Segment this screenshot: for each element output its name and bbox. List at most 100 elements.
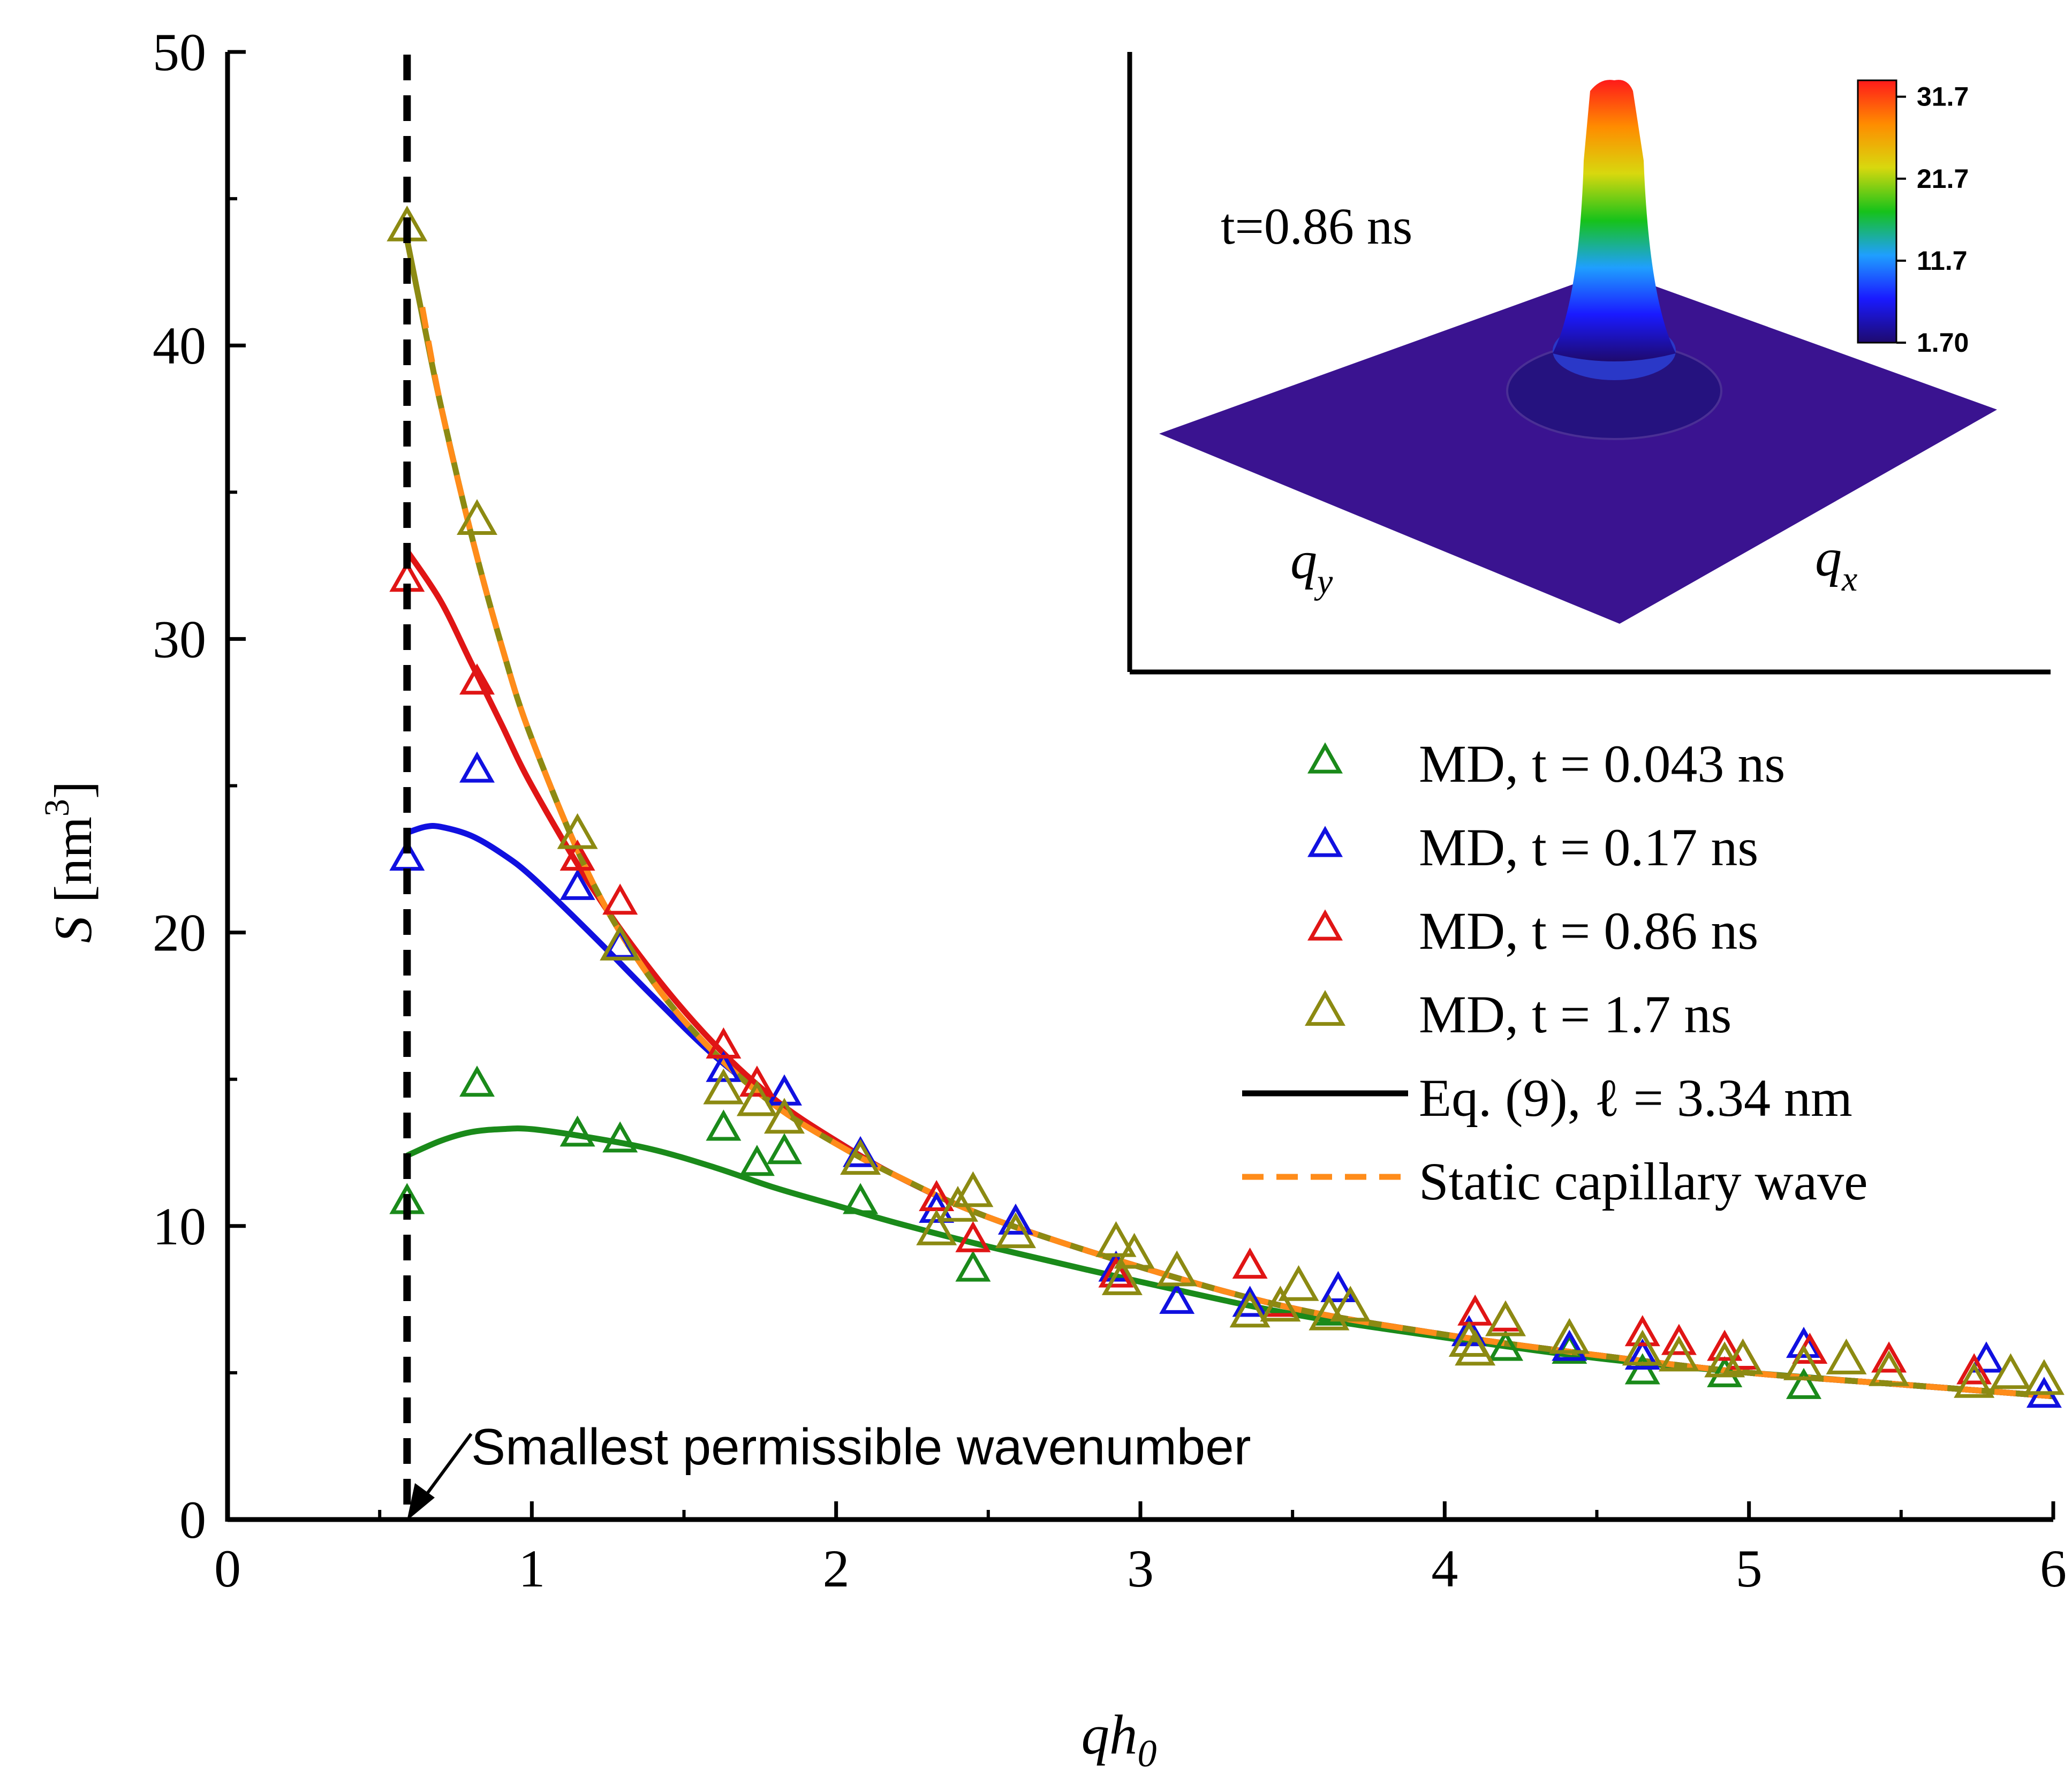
legend-marker: [1304, 990, 1346, 1026]
data-point-md-t-0-86-ns: [919, 1180, 955, 1211]
data-point-md-t-0-043-ns: [1487, 1329, 1524, 1361]
data-point-md-t-1-7-ns: [1549, 1318, 1590, 1354]
data-point-md-t-0-043-ns: [602, 1121, 638, 1153]
colorbar-ticks: 31.7 21.7 11.7 1.70: [1896, 82, 1969, 358]
y-tick-label: 0: [179, 1490, 206, 1550]
y-ticks: 0 10 20 30 40 50: [153, 22, 246, 1550]
data-point-md-t-1-7-ns: [1095, 1221, 1137, 1257]
inset-surface: [1159, 270, 1997, 624]
axes: 0 1 2 3 4 5 6 0 10 20 30 40 50: [153, 22, 2067, 1598]
data-point-md-t-1-7-ns: [995, 1212, 1037, 1249]
data-point-md-t-1-7-ns: [1260, 1286, 1301, 1322]
data-point-md-t-1-7-ns: [703, 1068, 744, 1105]
inset-time-label: t=0.86 ns: [1221, 198, 1412, 255]
legend-label: MD, t = 0.86 ns: [1419, 901, 1758, 961]
data-point-md-t-0-043-ns: [1786, 1367, 1822, 1399]
data-point-md-t-1-7-ns: [1278, 1265, 1319, 1301]
colorbar-gradient: [1857, 79, 1897, 344]
colorbar-tick-label: 1.70: [1917, 328, 1969, 358]
annotation-arrowhead: [407, 1483, 435, 1521]
colorbar: 31.7 21.7 11.7 1.70: [1857, 79, 1969, 358]
legend-item-md-t-0-17-ns: MD, t = 0.17 ns: [1307, 818, 1758, 877]
legend-marker: [1307, 909, 1343, 941]
data-point-md-t-1-7-ns: [2023, 1359, 2065, 1395]
legend-marker: [1307, 826, 1343, 857]
data-point-md-t-0-86-ns: [706, 1027, 742, 1059]
legend-label: MD, t = 0.17 ns: [1419, 818, 1758, 877]
data-point-md-t-0-043-ns: [706, 1109, 742, 1141]
y-tick-label: 50: [153, 22, 206, 82]
data-point-md-t-1-7-ns: [1330, 1286, 1371, 1322]
data-point-md-t-0-17-ns: [1320, 1271, 1356, 1302]
data-point-md-t-0-86-ns: [739, 1065, 775, 1097]
legend-label: MD, t = 0.043 ns: [1419, 734, 1785, 793]
annotation-text: Smallest permissible wavenumber: [471, 1418, 1251, 1476]
data-point-md-t-0-043-ns: [739, 1145, 775, 1176]
data-point-md-t-1-7-ns: [1826, 1339, 1867, 1374]
annotation-smallest-wavenumber: Smallest permissible wavenumber: [407, 1418, 1251, 1521]
data-point-md-t-1-7-ns: [557, 813, 598, 849]
data-point-md-t-1-7-ns: [456, 499, 498, 535]
x-tick-label: 1: [518, 1539, 545, 1598]
data-point-md-t-1-7-ns: [1722, 1339, 1764, 1374]
data-point-md-t-0-043-ns: [843, 1183, 879, 1214]
x-tick-label: 5: [1736, 1539, 1763, 1598]
x-tick-label: 2: [823, 1539, 850, 1598]
inset: t=0.86 ns qy qx 31.7 21.7 11.7 1.70: [1127, 52, 2051, 675]
data-point-md-t-0-043-ns: [559, 1115, 595, 1147]
data-point-md-t-0-86-ns: [1098, 1256, 1134, 1288]
data-point-md-t-0-17-ns: [997, 1203, 1034, 1235]
y-tick-label: 10: [153, 1197, 206, 1256]
data-point-md-t-1-7-ns: [916, 1209, 957, 1245]
data-point-md-t-0-17-ns: [1552, 1329, 1587, 1361]
data-point-md-t-0-86-ns: [1661, 1324, 1697, 1355]
data-point-md-t-1-7-ns: [1101, 1259, 1143, 1295]
data-point-md-t-1-7-ns: [1229, 1291, 1271, 1328]
legend-label: Static capillary wave: [1419, 1152, 1868, 1211]
x-ticks: 0 1 2 3 4 5 6: [214, 1501, 2067, 1598]
annotation-arrow-line: [421, 1433, 473, 1500]
x-axis-title: qh0: [1082, 1703, 1157, 1775]
legend: MD, t = 0.043 ns MD, t = 0.17 ns MD, t = 0…: [1242, 734, 1868, 1211]
data-point-md-t-1-7-ns: [1990, 1353, 2031, 1389]
x-tick-label: 6: [2040, 1539, 2067, 1598]
data-point-md-t-0-86-ns: [1624, 1315, 1660, 1347]
data-point-md-t-1-7-ns: [1954, 1362, 1995, 1398]
data-point-md-t-0-17-ns: [559, 868, 595, 900]
data-point-md-t-0-043-ns: [955, 1250, 991, 1282]
legend-item-eq-9-3-34-nm: Eq. (9), ℓ = 3.34 nm: [1242, 1068, 1852, 1128]
data-point-md-t-1-7-ns: [600, 925, 641, 961]
data-point-md-t-0-86-ns: [1871, 1341, 1907, 1373]
legend-label: Eq. (9), ℓ = 3.34 nm: [1419, 1068, 1852, 1128]
y-tick-label: 40: [153, 316, 206, 375]
data-point-md-t-0-86-ns: [459, 663, 495, 695]
colorbar-tick-label: 31.7: [1917, 82, 1969, 112]
data-point-md-t-1-7-ns: [1869, 1350, 1910, 1386]
markers-layer: [387, 205, 2065, 1408]
legend-item-md-t-0-043-ns: MD, t = 0.043 ns: [1307, 734, 1785, 793]
data-point-md-t-1-7-ns: [952, 1171, 994, 1207]
data-point-md-t-0-86-ns: [955, 1221, 991, 1252]
y-tick-label: 20: [153, 903, 206, 963]
data-point-md-t-0-043-ns: [459, 1065, 495, 1097]
y-axis-title: S [nm3]: [37, 781, 103, 943]
legend-item-md-t-1-7-ns: MD, t = 1.7 ns: [1304, 985, 1731, 1044]
inset-qy-label: qy: [1290, 531, 1333, 601]
data-point-md-t-0-17-ns: [1232, 1286, 1268, 1317]
inset-qx-label: qx: [1815, 528, 1857, 599]
data-point-md-t-0-86-ns: [1232, 1248, 1268, 1279]
data-point-md-t-0-17-ns: [1786, 1327, 1822, 1358]
data-point-md-t-0-17-ns: [706, 1051, 742, 1082]
colorbar-tick-label: 21.7: [1917, 164, 1969, 194]
data-point-md-t-0-043-ns: [766, 1133, 803, 1165]
data-point-md-t-1-7-ns: [1783, 1344, 1825, 1380]
legend-item-md-t-0-86-ns: MD, t = 0.86 ns: [1307, 901, 1758, 961]
data-point-md-t-1-7-ns: [1658, 1335, 1699, 1372]
data-point-md-t-0-17-ns: [1624, 1338, 1660, 1370]
x-tick-label: 3: [1127, 1539, 1154, 1598]
plot-area: [387, 55, 2065, 1520]
data-point-md-t-1-7-ns: [840, 1139, 881, 1175]
data-point-md-t-0-86-ns: [1457, 1294, 1493, 1326]
